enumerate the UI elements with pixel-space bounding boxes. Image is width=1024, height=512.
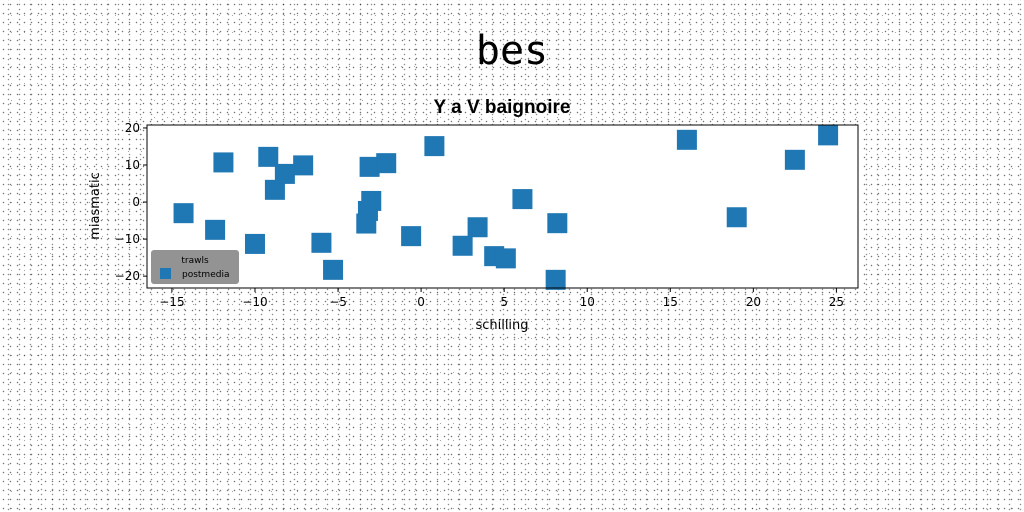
data-point [467, 217, 488, 238]
x-tick-label: 25 [829, 295, 844, 309]
legend-marker-postmedia [160, 268, 171, 279]
x-tick-label: −15 [159, 295, 184, 309]
data-point [173, 203, 194, 224]
data-point [452, 235, 473, 256]
data-point [293, 155, 314, 176]
x-tick-label: 15 [663, 295, 678, 309]
legend-box [151, 250, 239, 284]
data-point [495, 248, 516, 269]
data-point [361, 190, 382, 211]
data-point [512, 189, 533, 210]
data-point [545, 269, 566, 290]
y-axis-label: miasmatic [88, 172, 103, 240]
data-point [274, 163, 295, 184]
data-point [376, 153, 397, 174]
y-tick-label: 20 [125, 121, 140, 135]
data-point [323, 259, 344, 280]
figure-title: bes [475, 28, 549, 74]
y-tick-label: 10 [125, 158, 140, 172]
x-tick-label: −5 [329, 295, 347, 309]
x-tick-label: 5 [500, 295, 508, 309]
x-axis-label: schilling [475, 318, 528, 333]
legend-title: trawls [181, 256, 209, 266]
x-tick-label: 10 [580, 295, 595, 309]
y-tick-label: −10 [115, 232, 140, 246]
data-point [726, 207, 747, 228]
legend-label-postmedia: postmedia [182, 270, 229, 280]
axis-ticks: −15 −10 −5 0 5 10 15 20 25 −20 −10 0 10 20 [115, 121, 844, 309]
data-point [264, 179, 285, 200]
data-point [547, 213, 568, 234]
y-tick-label: 0 [132, 195, 140, 209]
plot-frame [146, 124, 859, 289]
data-point [818, 125, 839, 146]
data-points [173, 125, 839, 290]
x-tick-label: −10 [242, 295, 267, 309]
data-point [258, 146, 279, 167]
data-point [213, 152, 234, 173]
y-tick-label: −20 [115, 269, 140, 283]
data-point [244, 233, 265, 254]
data-point [401, 226, 422, 247]
data-point [311, 232, 332, 253]
data-point [676, 129, 697, 150]
data-point [784, 149, 805, 170]
x-tick-label: 20 [746, 295, 761, 309]
legend: trawls postmedia [151, 250, 239, 284]
data-point [205, 219, 226, 240]
data-point [359, 156, 380, 177]
data-point [424, 136, 445, 157]
chart-title: Y a V baignoire [434, 97, 571, 118]
x-tick-label: 0 [417, 295, 425, 309]
